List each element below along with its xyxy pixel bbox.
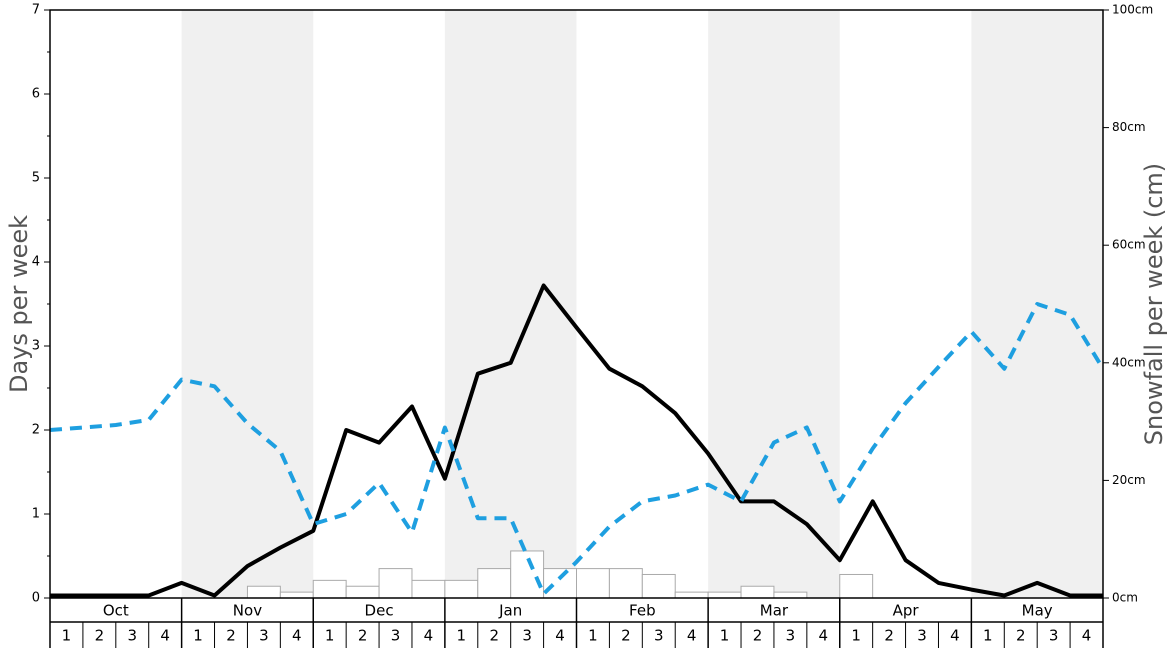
snowfall-bar (543, 568, 577, 599)
shade-nov (181, 10, 314, 598)
snowfall-bar (608, 568, 643, 599)
snowfall-bar (773, 591, 808, 599)
week-label: 4 (687, 627, 697, 645)
dashed-series-line (49, 302, 1105, 596)
month-label-mar: Mar (760, 602, 789, 620)
week-label: 3 (259, 627, 269, 645)
right-tick-label: 0cm (1112, 591, 1138, 605)
week-label: 1 (457, 627, 467, 645)
week-label: 1 (851, 627, 861, 645)
snowfall-bar (510, 550, 545, 599)
snowfall-bar (279, 591, 314, 599)
week-label: 4 (424, 627, 434, 645)
shade-jan (444, 10, 577, 598)
snowfall-bar (477, 568, 512, 599)
snowfall-bar (641, 573, 676, 599)
line-series (49, 283, 1105, 598)
left-tick-label: 4 (32, 255, 40, 270)
week-label: 1 (720, 627, 730, 645)
month-label-apr: Apr (893, 602, 920, 620)
right-axis-title: Snowfall per week (cm) (1140, 163, 1168, 445)
snowfall-bar (576, 568, 610, 599)
month-label-nov: Nov (233, 602, 262, 620)
week-label: 4 (950, 627, 960, 645)
snowfall-bar (246, 585, 281, 599)
left-tick-label: 7 (32, 3, 40, 18)
week-label: 3 (522, 627, 532, 645)
snowfall-bar (345, 585, 380, 599)
month-label-jan: Jan (498, 602, 522, 620)
week-label: 2 (358, 627, 368, 645)
right-tick-label: 80cm (1112, 120, 1146, 134)
right-tick-label: 100cm (1112, 3, 1153, 17)
month-label-may: May (1022, 602, 1053, 620)
snowfall-bar (707, 591, 742, 599)
week-label: 2 (95, 627, 105, 645)
week-label: 2 (1016, 627, 1026, 645)
snowfall-bar (839, 573, 874, 599)
week-label: 4 (160, 627, 170, 645)
month-label-oct: Oct (103, 602, 129, 620)
snowfall-bar (378, 568, 413, 599)
week-label: 3 (1049, 627, 1059, 645)
left-tick-label: 6 (32, 87, 40, 102)
snowfall-bar (444, 579, 479, 599)
snowfall-bar (740, 585, 775, 599)
snowfall-bar (674, 591, 709, 599)
month-week-axis: Oct 1 2 3 4 Nov 1 2 3 4 Dec 1 2 3 4 Jan 1 2 3 4 Feb 1 2 3 4 Mar 1 2… (49, 598, 1104, 648)
left-axis-title: Days per week (5, 215, 33, 393)
week-label: 4 (555, 627, 565, 645)
week-label: 1 (588, 627, 598, 645)
left-axis: 0 1 2 3 4 5 6 7 (32, 3, 50, 606)
month-label-feb: Feb (629, 602, 656, 620)
right-tick-label: 60cm (1112, 238, 1146, 252)
right-axis: 0cm 20cm 40cm 60cm 80cm 100cm (1103, 3, 1153, 605)
week-label: 1 (983, 627, 993, 645)
week-label: 1 (325, 627, 335, 645)
week-label: 3 (917, 627, 927, 645)
right-tick-label: 20cm (1112, 473, 1146, 487)
month-shading (181, 10, 1103, 598)
month-label-dec: Dec (365, 602, 394, 620)
week-label: 3 (127, 627, 137, 645)
week-label: 4 (1082, 627, 1092, 645)
week-label: 4 (819, 627, 829, 645)
week-label: 3 (786, 627, 796, 645)
week-label: 1 (62, 627, 72, 645)
week-label: 2 (753, 627, 763, 645)
solid-series-line (50, 283, 1103, 598)
week-label: 1 (193, 627, 203, 645)
snowfall-bars (246, 550, 874, 599)
shade-mar (708, 10, 840, 598)
week-label: 3 (654, 627, 664, 645)
week-label: 2 (621, 627, 631, 645)
left-tick-label: 3 (32, 339, 40, 354)
week-label: 3 (391, 627, 401, 645)
left-tick-label: 5 (32, 171, 40, 186)
snowfall-bar (312, 579, 347, 599)
right-tick-label: 40cm (1112, 355, 1146, 369)
left-tick-label: 0 (32, 591, 40, 606)
left-tick-label: 2 (32, 423, 40, 438)
snowfall-bar (411, 579, 446, 599)
week-label: 2 (884, 627, 894, 645)
week-label: 2 (226, 627, 236, 645)
week-label: 4 (292, 627, 302, 645)
week-label: 2 (489, 627, 499, 645)
left-tick-label: 1 (32, 507, 40, 522)
